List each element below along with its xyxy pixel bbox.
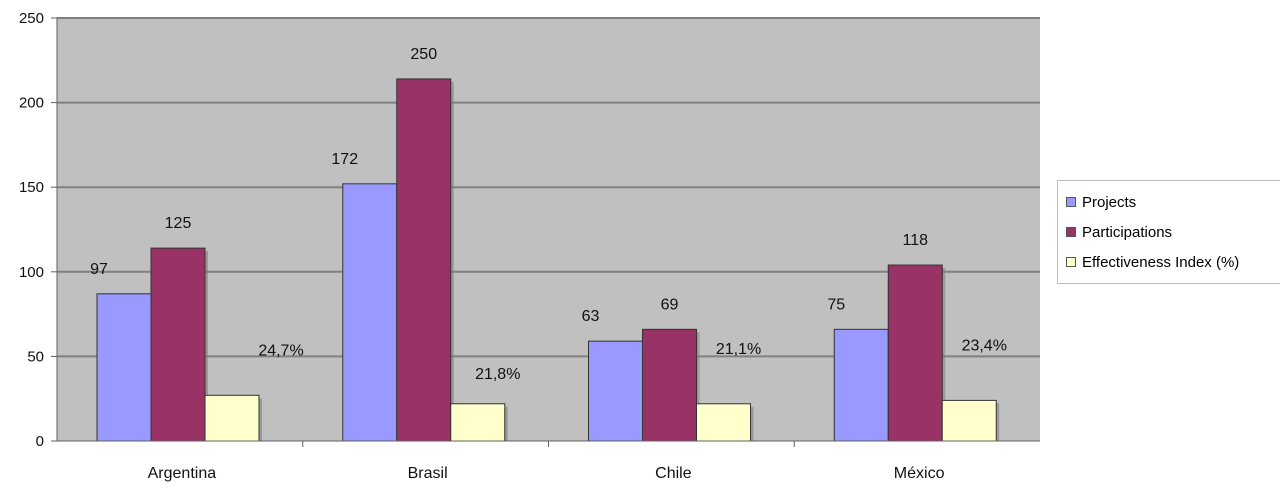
legend-item-effectiveness: Effectiveness Index (%) [1066,252,1239,272]
data-label: 125 [165,215,192,232]
bar [342,183,398,442]
data-label: 21,1% [716,341,761,358]
data-label: 24,7% [258,342,303,359]
legend-swatch-participations [1066,227,1076,237]
y-tick-label: 250 [19,10,44,27]
y-tick-label: 0 [36,433,44,450]
y-axis: 0 50 100 150 200 250 [19,10,58,450]
y-tick-label: 100 [19,264,44,281]
data-label: 23,4% [962,337,1007,354]
legend: Projects Participations Effectiveness In… [1057,180,1280,284]
x-category-label: Argentina [148,465,217,482]
data-labels: 97 125 24,7% 172 250 21,8% 63 69 21,1% 75 118 23,4% [90,46,1007,383]
data-label: 69 [661,296,679,313]
legend-item-projects: Projects [1066,192,1136,212]
bar [204,394,260,442]
bar [833,328,889,442]
bar [450,403,506,442]
data-label: 118 [902,232,928,249]
y-tick-label: 200 [19,95,44,112]
x-category-label: Chile [655,465,692,482]
bar [96,293,152,442]
legend-label-projects: Projects [1082,193,1137,211]
bar [887,264,943,442]
bar [150,247,206,442]
x-axis: Argentina Brasil Chile México [57,440,1040,482]
x-category-label: Brasil [408,465,448,482]
bar [941,399,997,442]
y-tick-label: 50 [27,348,44,365]
data-label: 75 [827,296,845,313]
bar [642,328,697,442]
y-tick-label: 150 [19,179,44,196]
legend-swatch-effectiveness [1066,257,1076,267]
legend-swatch-projects [1066,197,1076,207]
data-label: 21,8% [475,366,520,383]
bar [396,78,452,442]
bar [696,403,751,442]
x-category-label: México [894,465,945,482]
legend-label-participations: Participations [1082,223,1173,241]
legend-item-participations: Participations [1066,222,1172,242]
legend-label-effectiveness: Effectiveness Index (%) [1082,253,1240,271]
data-label: 172 [331,151,358,168]
data-label: 63 [582,308,600,325]
bars [96,78,1000,442]
data-label: 97 [90,261,108,278]
data-label: 250 [410,46,437,63]
bar [588,340,643,442]
